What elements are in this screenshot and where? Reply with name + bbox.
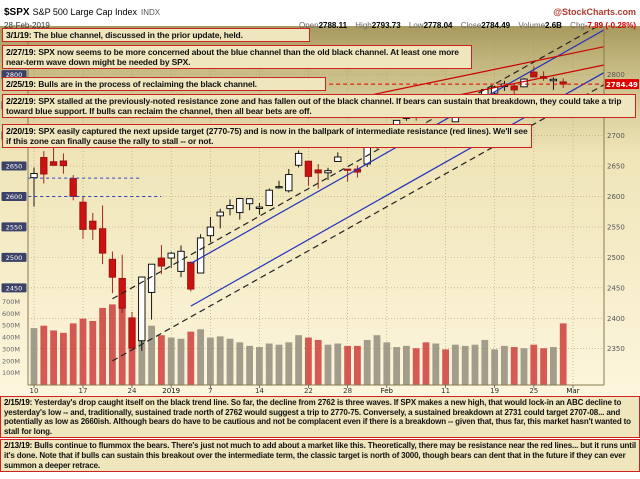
- svg-text:2800: 2800: [6, 71, 23, 79]
- black-channel-lower: [112, 84, 604, 362]
- svg-text:600M: 600M: [2, 310, 20, 318]
- svg-text:2650: 2650: [6, 163, 23, 171]
- svg-text:10: 10: [30, 387, 39, 395]
- chart-header: $SPX S&P 500 Large Cap Index INDX @StockCh…: [0, 0, 640, 30]
- open-label: Open: [298, 21, 319, 30]
- svg-text:700M: 700M: [2, 298, 20, 306]
- x-axis-labels: 10 17 24 2019 7 14 22 28 Feb 11 19 25 Mar: [30, 385, 580, 395]
- annotation-2-25: 2/25/19: Bulls are in the process of rec…: [2, 77, 326, 91]
- svg-text:Feb: Feb: [381, 387, 394, 395]
- volume-axis-labels: 700M 600M 500M 400M 300M 200M 100M: [2, 298, 20, 377]
- svg-text:2800: 2800: [607, 71, 625, 79]
- svg-text:2500: 2500: [6, 254, 23, 262]
- index-name: S&P 500 Large Cap Index: [32, 7, 137, 17]
- svg-text:400M: 400M: [2, 334, 20, 342]
- svg-text:28: 28: [343, 387, 352, 395]
- symbol-title: $SPX S&P 500 Large Cap Index INDX: [4, 2, 160, 20]
- black-channel-upper: [112, 28, 596, 300]
- ohlc-quote: Open2788.11 High2793.73 Low2778.04 Close…: [293, 21, 636, 30]
- svg-text:2019: 2019: [162, 387, 180, 395]
- svg-text:7: 7: [208, 387, 212, 395]
- red-resistance-upper: [357, 46, 604, 99]
- svg-text:2450: 2450: [607, 284, 625, 292]
- annotation-2-20: 2/20/19: SPX easily captured the next up…: [2, 124, 532, 148]
- volume-value: 2.6B: [545, 21, 562, 30]
- stockcharts-brand: @StockCharts.com: [553, 7, 636, 17]
- volume-label: Volume: [518, 21, 546, 30]
- svg-text:2650: 2650: [607, 163, 625, 171]
- right-price-axis-labels: 2350240024502500255026002650270027502800: [607, 71, 625, 353]
- svg-text:2350: 2350: [607, 345, 625, 353]
- quote-date: 28-Feb-2019: [4, 21, 50, 30]
- svg-text:22: 22: [304, 387, 313, 395]
- annotation-2-15: 2/15/19: Yesterday's drop caught itself …: [0, 396, 640, 439]
- bottom-commentary: 2/15/19: Yesterday's drop caught itself …: [0, 396, 640, 479]
- close-label: Close: [460, 21, 482, 30]
- svg-text:2550: 2550: [6, 223, 23, 231]
- svg-text:2550: 2550: [607, 223, 625, 231]
- svg-text:17: 17: [79, 387, 88, 395]
- svg-text:25: 25: [529, 387, 538, 395]
- low-label: Low: [408, 21, 424, 30]
- exchange: INDX: [141, 8, 161, 17]
- annotation-2-27: 2/27/19: SPX now seems to be more concer…: [2, 45, 472, 69]
- high-value: 2793.73: [371, 21, 401, 30]
- open-value: 2788.11: [318, 21, 348, 30]
- annotation-3-1: 3/1/19: The blue channel, discussed in t…: [2, 28, 310, 42]
- volume-bars: [30, 302, 567, 385]
- svg-text:2700: 2700: [607, 132, 625, 140]
- high-label: High: [355, 21, 372, 30]
- svg-text:500M: 500M: [2, 322, 20, 330]
- svg-text:2400: 2400: [607, 315, 625, 323]
- svg-text:2600: 2600: [607, 193, 625, 201]
- svg-text:19: 19: [490, 387, 499, 395]
- svg-text:2784.49: 2784.49: [606, 81, 638, 89]
- close-value: 2784.49: [481, 21, 511, 30]
- last-price-tag: 2784.49: [605, 79, 639, 90]
- svg-text:300M: 300M: [2, 345, 20, 353]
- chg-label: Chg: [570, 21, 585, 30]
- svg-text:2450: 2450: [6, 284, 23, 292]
- low-value: 2778.04: [423, 21, 453, 30]
- svg-text:Mar: Mar: [566, 387, 579, 395]
- svg-text:2500: 2500: [607, 254, 625, 262]
- svg-text:100M: 100M: [2, 369, 20, 377]
- annotation-2-13: 2/13/19: Bulls continue to flummox the b…: [0, 439, 640, 473]
- annotation-2-22: 2/22/19: SPX stalled at the previously-n…: [2, 94, 636, 118]
- chg-value: -7.89 (-0.28%): [584, 21, 636, 30]
- svg-text:11: 11: [441, 387, 450, 395]
- svg-text:14: 14: [255, 387, 264, 395]
- svg-text:200M: 200M: [2, 357, 20, 365]
- svg-text:24: 24: [128, 387, 137, 395]
- symbol: $SPX: [4, 7, 30, 18]
- svg-text:2600: 2600: [6, 193, 23, 201]
